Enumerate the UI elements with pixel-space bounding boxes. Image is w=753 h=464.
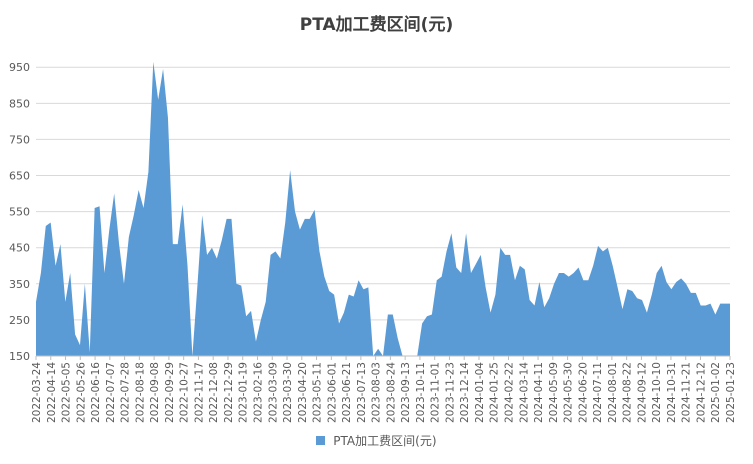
x-tick-label: 2024-07-11: [592, 362, 604, 423]
x-tick-label: 2023-08-24: [385, 362, 397, 423]
x-tick-label: 2023-06-21: [341, 362, 353, 423]
x-tick-label: 2024-10-10: [651, 362, 663, 423]
y-tick-label: 650: [9, 170, 30, 183]
legend-swatch: [316, 436, 326, 445]
x-tick-label: 2022-11-17: [193, 362, 205, 423]
x-tick-label: 2024-08-01: [607, 362, 619, 423]
y-tick-label: 250: [9, 314, 30, 327]
x-tick-label: 2022-10-27: [179, 362, 191, 423]
chart-title: PTA加工费区间(元): [299, 15, 454, 35]
x-tick-label: 2025-01-23: [725, 362, 737, 423]
x-tick-label: 2024-10-31: [666, 362, 678, 423]
x-tick-label: 2022-09-29: [164, 362, 176, 423]
x-tick-label: 2024-06-20: [577, 362, 589, 423]
x-tick-label: 2024-08-22: [622, 362, 634, 423]
x-tick-label: 2024-12-12: [695, 362, 707, 423]
x-tick-label: 2024-04-11: [533, 362, 545, 423]
x-tick-label: 2024-01-04: [474, 362, 486, 423]
y-tick-label: 150: [9, 350, 30, 363]
x-tick-label: 2023-09-13: [400, 362, 412, 423]
x-tick-label: 2023-12-14: [459, 362, 471, 423]
x-tick-label: 2025-01-02: [710, 362, 722, 423]
y-tick-label: 350: [9, 278, 30, 291]
y-tick-label: 750: [9, 133, 30, 146]
x-tick-label: 2023-08-03: [371, 362, 383, 423]
legend: PTA加工费区间(元): [0, 432, 753, 449]
x-tick-label: 2022-05-26: [75, 362, 87, 423]
x-tick-label: 2024-03-14: [518, 362, 530, 423]
y-tick-label: 850: [9, 97, 30, 110]
x-tick-label: 2024-09-12: [636, 362, 648, 423]
x-tick-label: 2022-05-05: [61, 362, 73, 423]
y-tick-label: 450: [9, 242, 30, 255]
x-tick-label: 2023-03-09: [267, 362, 279, 423]
x-tick-label: 2024-02-22: [504, 362, 516, 423]
series-area: [36, 61, 730, 357]
x-tick-label: 2023-05-11: [312, 362, 324, 423]
x-tick-label: 2023-03-30: [282, 362, 294, 423]
x-tick-label: 2023-07-13: [356, 362, 368, 423]
x-tick-label: 2023-11-23: [444, 362, 456, 423]
x-tick-label: 2022-09-08: [149, 362, 161, 423]
legend-label: PTA加工费区间(元): [333, 434, 437, 448]
x-tick-label: 2023-10-11: [415, 362, 427, 423]
x-tick-label: 2022-07-28: [120, 362, 132, 423]
y-tick-label: 550: [9, 206, 30, 219]
y-tick-label: 950: [9, 61, 30, 74]
x-tick-label: 2022-08-18: [134, 362, 146, 423]
x-tick-label: 2023-02-16: [252, 362, 264, 423]
x-tick-label: 2023-06-01: [326, 362, 338, 423]
x-tick-label: 2022-04-14: [46, 362, 58, 423]
x-tick-label: 2024-01-25: [489, 362, 501, 423]
x-tick-label: 2022-12-29: [223, 362, 235, 423]
x-tick-label: 2023-01-19: [238, 362, 250, 423]
x-tick-label: 2023-04-20: [297, 362, 309, 423]
x-tick-label: 2024-05-30: [563, 362, 575, 423]
x-tick-label: 2024-05-09: [548, 362, 560, 423]
x-tick-label: 2023-11-01: [430, 362, 442, 423]
x-tick-label: 2022-03-24: [31, 362, 43, 423]
x-tick-label: 2024-11-21: [681, 362, 693, 423]
x-tick-label: 2022-12-08: [208, 362, 220, 423]
x-tick-label: 2022-06-16: [90, 362, 102, 423]
x-tick-label: 2022-07-07: [105, 362, 117, 423]
